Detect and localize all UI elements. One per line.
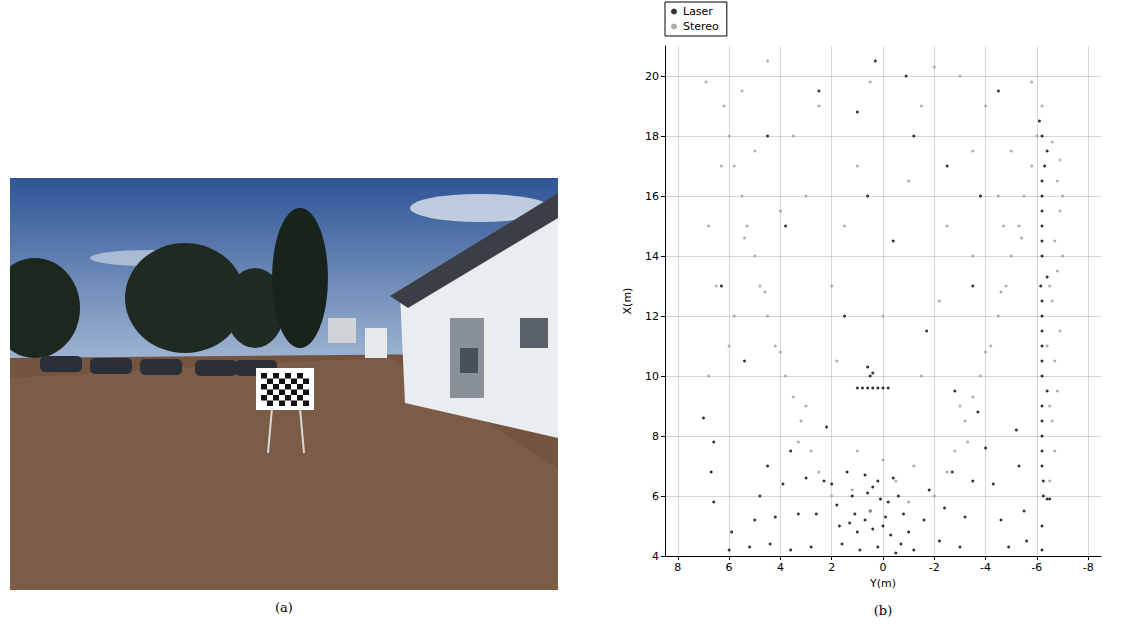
svg-text:6: 6 <box>652 490 659 503</box>
svg-text:0: 0 <box>880 561 887 574</box>
svg-text:X(m): X(m) <box>621 288 634 315</box>
svg-text:Laser: Laser <box>683 5 713 18</box>
svg-text:20: 20 <box>645 70 659 83</box>
html-text:(b): (b) <box>873 603 893 618</box>
svg-text:18: 18 <box>645 130 659 143</box>
svg-text:8: 8 <box>674 561 681 574</box>
svg-text:8: 8 <box>652 430 659 443</box>
svg-text:4: 4 <box>652 550 659 563</box>
svg-text:2: 2 <box>828 561 835 574</box>
svg-text:-2: -2 <box>929 561 940 574</box>
svg-text:4: 4 <box>777 561 784 574</box>
svg-text:-6: -6 <box>1031 561 1042 574</box>
svg-text:14: 14 <box>645 250 659 263</box>
svg-text:-4: -4 <box>980 561 991 574</box>
svg-text:6: 6 <box>726 561 733 574</box>
svg-text:16: 16 <box>645 190 659 203</box>
svg-text:-8: -8 <box>1083 561 1094 574</box>
svg-text:Stereo: Stereo <box>683 20 719 33</box>
svg-text:Y(m): Y(m) <box>869 577 896 590</box>
svg-text:10: 10 <box>645 370 659 383</box>
html-text:(a): (a) <box>275 600 293 615</box>
svg-text:12: 12 <box>645 310 659 323</box>
